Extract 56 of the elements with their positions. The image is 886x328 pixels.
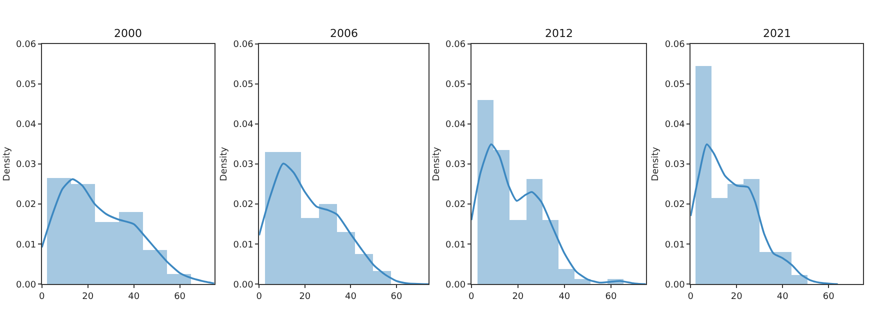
line-series bbox=[259, 162, 429, 284]
y-axis-title: Density bbox=[651, 146, 662, 182]
x-tick-label: 60 bbox=[390, 292, 402, 302]
y-tick-label: 0.01 bbox=[664, 240, 685, 250]
y-axis-title: Density bbox=[2, 146, 12, 182]
y-tick-label: 0.03 bbox=[233, 160, 254, 170]
x-tick-label: 40 bbox=[776, 292, 789, 302]
y-axis-title: Density bbox=[220, 146, 230, 182]
y-tick-label: 0.03 bbox=[16, 160, 36, 170]
y-tick-label: 0.02 bbox=[446, 200, 466, 210]
y-tick-label: 0.01 bbox=[446, 240, 466, 250]
y-axis-title: Density bbox=[432, 146, 442, 182]
y-tick-label: 0.00 bbox=[664, 280, 686, 290]
y-tick-label: 0.02 bbox=[16, 200, 36, 210]
y-tick-label: 0.06 bbox=[16, 40, 36, 50]
x-tick-label: 40 bbox=[128, 292, 140, 302]
chart-title: 2021 bbox=[763, 27, 791, 40]
x-tick-label: 60 bbox=[822, 292, 835, 302]
chart-title: 2000 bbox=[114, 27, 142, 40]
x-tick-label: 40 bbox=[558, 292, 570, 302]
y-tick-label: 0.04 bbox=[233, 120, 254, 130]
y-tick-label: 0.05 bbox=[233, 80, 254, 90]
y-tick-label: 0.01 bbox=[233, 240, 254, 250]
x-tick-label: 0 bbox=[256, 292, 262, 302]
y-tick-label: 0.04 bbox=[16, 120, 36, 130]
y-tick-label: 0.02 bbox=[233, 200, 254, 210]
y-tick-label: 0.02 bbox=[664, 200, 685, 210]
x-tick-label: 40 bbox=[344, 292, 357, 302]
x-tick-label: 20 bbox=[512, 292, 524, 302]
y-tick-label: 0.06 bbox=[233, 40, 254, 50]
x-tick-label: 20 bbox=[730, 292, 743, 302]
y-tick-label: 0.04 bbox=[664, 120, 686, 130]
x-tick-label: 20 bbox=[299, 292, 311, 302]
y-tick-label: 0.05 bbox=[16, 80, 36, 90]
y-tick-label: 0.01 bbox=[16, 240, 36, 250]
y-tick-label: 0.03 bbox=[664, 160, 685, 170]
x-tick-label: 20 bbox=[82, 292, 94, 302]
y-tick-label: 0.05 bbox=[446, 80, 466, 90]
line-series bbox=[471, 143, 646, 284]
x-tick-label: 60 bbox=[605, 292, 617, 302]
chart-title: 2006 bbox=[330, 27, 358, 40]
y-tick-label: 0.00 bbox=[16, 280, 36, 290]
y-tick-label: 0.06 bbox=[664, 40, 686, 50]
y-tick-label: 0.06 bbox=[446, 40, 466, 50]
y-tick-label: 0.05 bbox=[664, 80, 685, 90]
line-series bbox=[690, 143, 839, 284]
chart-title: 2012 bbox=[545, 27, 573, 40]
y-tick-label: 0.04 bbox=[446, 120, 466, 130]
x-tick-label: 0 bbox=[468, 292, 475, 302]
x-tick-label: 0 bbox=[39, 292, 45, 302]
x-tick-label: 0 bbox=[688, 292, 694, 302]
line-series bbox=[42, 178, 214, 284]
x-tick-label: 60 bbox=[174, 292, 186, 302]
y-tick-label: 0.00 bbox=[446, 280, 466, 290]
y-tick-label: 0.00 bbox=[233, 280, 254, 290]
y-tick-label: 0.03 bbox=[446, 160, 466, 170]
